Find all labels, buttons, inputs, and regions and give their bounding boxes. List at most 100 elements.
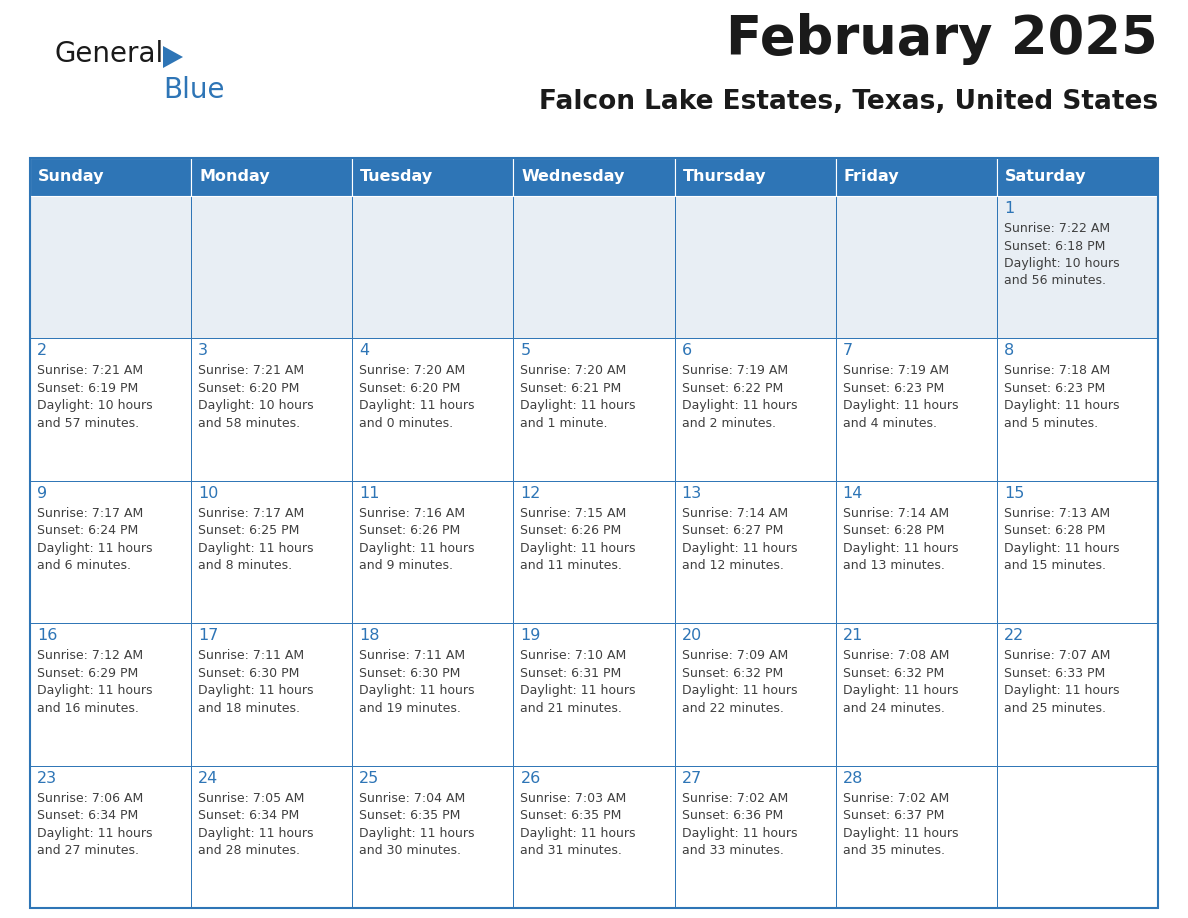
Text: Sunrise: 7:06 AM: Sunrise: 7:06 AM [37,791,144,804]
Text: Sunset: 6:23 PM: Sunset: 6:23 PM [1004,382,1105,395]
Text: and 28 minutes.: and 28 minutes. [198,844,301,857]
Bar [835,623,997,766]
Text: Sunrise: 7:18 AM: Sunrise: 7:18 AM [1004,364,1110,377]
Text: 15: 15 [1004,486,1024,501]
Text: Sunrise: 7:11 AM: Sunrise: 7:11 AM [359,649,466,662]
Text: Daylight: 10 hours: Daylight: 10 hours [1004,257,1119,270]
Text: and 30 minutes.: and 30 minutes. [359,844,461,857]
Text: Sunset: 6:34 PM: Sunset: 6:34 PM [37,809,138,823]
Text: and 57 minutes.: and 57 minutes. [37,417,139,430]
Text: Daylight: 11 hours: Daylight: 11 hours [1004,542,1119,554]
Text: and 24 minutes.: and 24 minutes. [842,701,944,715]
Text: and 16 minutes.: and 16 minutes. [37,701,139,715]
Text: Daylight: 11 hours: Daylight: 11 hours [37,542,152,554]
Text: Monday: Monday [200,170,270,185]
Text: Daylight: 11 hours: Daylight: 11 hours [1004,399,1119,412]
Polygon shape [163,46,183,68]
Text: and 18 minutes.: and 18 minutes. [198,701,301,715]
Text: and 13 minutes.: and 13 minutes. [842,559,944,572]
Text: Sunrise: 7:08 AM: Sunrise: 7:08 AM [842,649,949,662]
Bar [191,339,353,481]
Text: Sunset: 6:37 PM: Sunset: 6:37 PM [842,809,944,823]
Text: 20: 20 [682,628,702,644]
Text: and 15 minutes.: and 15 minutes. [1004,559,1106,572]
Text: Sunset: 6:28 PM: Sunset: 6:28 PM [842,524,944,537]
Text: Sunset: 6:20 PM: Sunset: 6:20 PM [359,382,461,395]
Text: Daylight: 10 hours: Daylight: 10 hours [37,399,152,412]
Text: Daylight: 11 hours: Daylight: 11 hours [198,684,314,697]
Text: Friday: Friday [843,170,899,185]
Bar [997,766,1158,908]
Text: 21: 21 [842,628,864,644]
Text: and 21 minutes.: and 21 minutes. [520,701,623,715]
Text: Sunrise: 7:02 AM: Sunrise: 7:02 AM [682,791,788,804]
Text: 17: 17 [198,628,219,644]
Text: 7: 7 [842,343,853,358]
Text: Tuesday: Tuesday [360,170,434,185]
Text: Daylight: 11 hours: Daylight: 11 hours [520,826,636,840]
Bar [513,158,675,196]
Bar [513,623,675,766]
Bar [353,766,513,908]
Text: and 2 minutes.: and 2 minutes. [682,417,776,430]
Text: and 25 minutes.: and 25 minutes. [1004,701,1106,715]
Text: Sunset: 6:18 PM: Sunset: 6:18 PM [1004,240,1105,252]
Text: Daylight: 11 hours: Daylight: 11 hours [359,684,475,697]
Text: Sunrise: 7:22 AM: Sunrise: 7:22 AM [1004,222,1110,235]
Bar [675,623,835,766]
Text: 22: 22 [1004,628,1024,644]
Bar [30,766,191,908]
Text: 27: 27 [682,770,702,786]
Text: Daylight: 11 hours: Daylight: 11 hours [37,826,152,840]
Bar [675,766,835,908]
Text: 10: 10 [198,486,219,501]
Text: 13: 13 [682,486,702,501]
Bar [30,339,191,481]
Bar [30,196,191,339]
Text: Sunset: 6:35 PM: Sunset: 6:35 PM [359,809,461,823]
Text: February 2025: February 2025 [726,13,1158,65]
Text: Sunrise: 7:07 AM: Sunrise: 7:07 AM [1004,649,1111,662]
Text: Blue: Blue [163,76,225,104]
Bar [997,481,1158,623]
Text: and 31 minutes.: and 31 minutes. [520,844,623,857]
Text: and 0 minutes.: and 0 minutes. [359,417,454,430]
Text: Daylight: 11 hours: Daylight: 11 hours [520,542,636,554]
Text: 8: 8 [1004,343,1015,358]
Text: Thursday: Thursday [683,170,766,185]
Text: Daylight: 11 hours: Daylight: 11 hours [198,542,314,554]
Text: and 1 minute.: and 1 minute. [520,417,608,430]
Text: 28: 28 [842,770,864,786]
Text: 19: 19 [520,628,541,644]
Text: Falcon Lake Estates, Texas, United States: Falcon Lake Estates, Texas, United State… [539,89,1158,115]
Bar [675,339,835,481]
Text: Daylight: 10 hours: Daylight: 10 hours [198,399,314,412]
Bar [835,481,997,623]
Text: Sunset: 6:36 PM: Sunset: 6:36 PM [682,809,783,823]
Text: and 27 minutes.: and 27 minutes. [37,844,139,857]
Text: Sunrise: 7:20 AM: Sunrise: 7:20 AM [520,364,627,377]
Text: 24: 24 [198,770,219,786]
Bar [353,196,513,339]
Text: Sunrise: 7:17 AM: Sunrise: 7:17 AM [198,507,304,520]
Bar [997,623,1158,766]
Text: Sunset: 6:30 PM: Sunset: 6:30 PM [359,666,461,679]
Text: and 33 minutes.: and 33 minutes. [682,844,783,857]
Text: Sunrise: 7:21 AM: Sunrise: 7:21 AM [37,364,143,377]
Text: Daylight: 11 hours: Daylight: 11 hours [842,684,959,697]
Text: 1: 1 [1004,201,1015,216]
Text: Sunset: 6:32 PM: Sunset: 6:32 PM [682,666,783,679]
Text: 25: 25 [359,770,379,786]
Text: 11: 11 [359,486,380,501]
Bar [835,196,997,339]
Bar [675,481,835,623]
Text: Daylight: 11 hours: Daylight: 11 hours [359,542,475,554]
Text: Sunrise: 7:19 AM: Sunrise: 7:19 AM [682,364,788,377]
Text: Sunset: 6:26 PM: Sunset: 6:26 PM [359,524,461,537]
Text: Sunset: 6:22 PM: Sunset: 6:22 PM [682,382,783,395]
Text: Sunrise: 7:17 AM: Sunrise: 7:17 AM [37,507,144,520]
Text: and 6 minutes.: and 6 minutes. [37,559,131,572]
Text: Sunrise: 7:14 AM: Sunrise: 7:14 AM [842,507,949,520]
Text: 26: 26 [520,770,541,786]
Text: and 19 minutes.: and 19 minutes. [359,701,461,715]
